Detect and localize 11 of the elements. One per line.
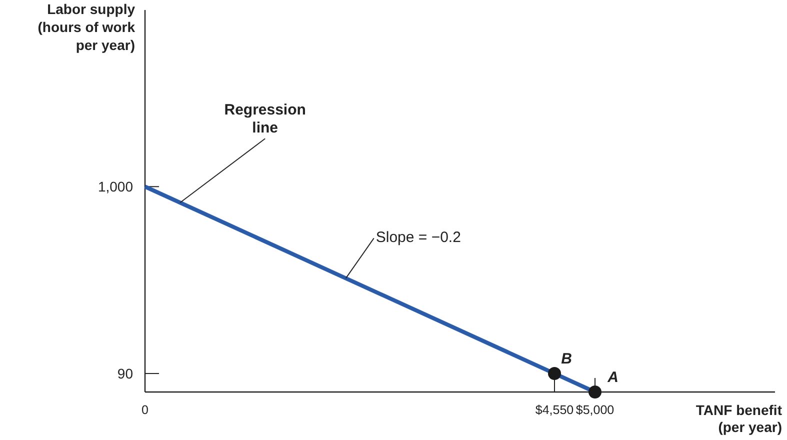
x-tick-label: $4,550: [535, 403, 574, 417]
annotation: Slope = −0.2: [376, 229, 461, 246]
y-axis-title: Labor supply (hours of work per year): [38, 1, 136, 53]
y-tick-label: 1,000: [98, 178, 134, 195]
annotation: A: [606, 369, 618, 386]
x-tick-label: $5,000: [576, 403, 614, 417]
x-axis-title: TANF benefit (per year): [696, 402, 782, 435]
x-tick-label: 0: [142, 403, 149, 417]
annotation: B: [561, 350, 572, 368]
annotation: Regression line: [224, 102, 306, 137]
y-tick-label: 90: [117, 365, 134, 382]
